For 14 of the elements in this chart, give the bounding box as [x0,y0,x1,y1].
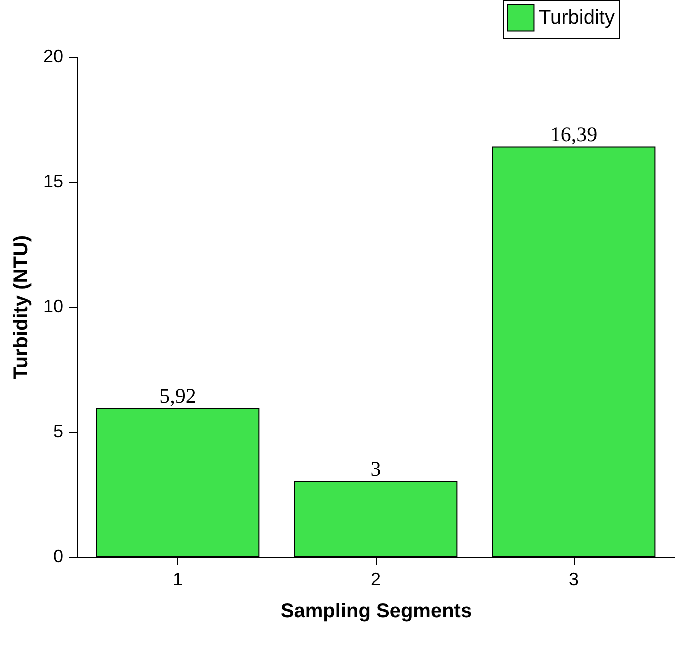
y-tick-label: 10 [43,296,64,316]
text: 3 [370,457,382,481]
y-tick-label: 0 [53,546,64,566]
y-axis-title: Turbidity (NTU) [10,235,32,380]
x-tick-label: 2 [370,570,382,590]
text: 16,39 [550,122,598,146]
legend-label: Turbidity [539,7,615,29]
x-tick-label: 3 [569,570,580,590]
x-tick-label: 1 [172,570,183,590]
y-tick-label: 15 [43,172,64,192]
y-tick-label: 20 [43,46,64,66]
x-axis-title: Sampling Segments [280,600,472,622]
text: 5,92 [160,384,196,408]
y-tick-label: 5 [53,422,64,442]
